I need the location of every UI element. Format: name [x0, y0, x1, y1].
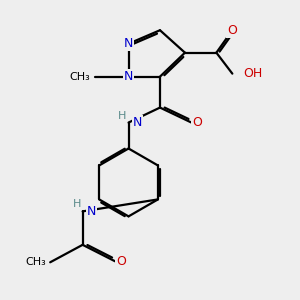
Text: OH: OH	[243, 67, 262, 80]
Text: N: N	[124, 37, 133, 50]
Text: O: O	[193, 116, 202, 129]
Text: O: O	[227, 24, 237, 37]
Text: CH₃: CH₃	[26, 257, 46, 267]
Text: O: O	[116, 255, 126, 268]
Text: H: H	[73, 199, 82, 209]
Text: H: H	[118, 111, 127, 121]
Text: N: N	[133, 116, 142, 129]
Text: N: N	[124, 70, 133, 83]
Text: CH₃: CH₃	[69, 72, 90, 82]
Text: N: N	[87, 205, 96, 218]
